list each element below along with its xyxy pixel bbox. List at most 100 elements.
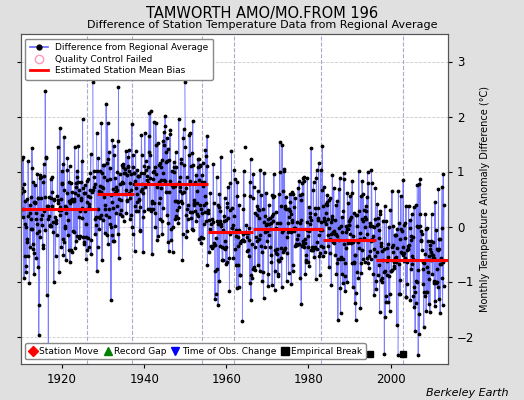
Point	[432, 227, 441, 233]
Point	[211, 296, 219, 302]
Point	[421, 293, 429, 299]
Point	[154, 140, 162, 146]
Point	[393, 226, 401, 232]
Point	[177, 156, 185, 162]
Point	[40, 172, 48, 179]
Point	[200, 179, 209, 185]
Point	[308, 244, 316, 251]
Point	[90, 184, 99, 191]
Point	[182, 174, 191, 180]
Point	[283, 228, 292, 235]
Point	[188, 150, 196, 156]
Point	[280, 203, 289, 209]
Point	[429, 255, 438, 261]
Point	[24, 252, 32, 259]
Point	[427, 238, 435, 244]
Point	[398, 250, 406, 256]
Point	[348, 238, 357, 245]
Point	[18, 205, 27, 212]
Point	[234, 284, 243, 290]
Point	[294, 232, 303, 239]
Point	[82, 220, 91, 227]
Point	[191, 208, 200, 214]
Point	[380, 350, 389, 357]
Point	[56, 204, 64, 210]
Point	[76, 208, 84, 215]
Point	[126, 216, 134, 223]
Point	[193, 210, 201, 217]
Point	[316, 250, 324, 256]
Point	[47, 195, 55, 201]
Point	[206, 220, 215, 227]
Point	[179, 230, 187, 237]
Point	[84, 235, 93, 241]
Point	[396, 236, 404, 242]
Point	[94, 206, 102, 212]
Point	[98, 257, 106, 264]
Point	[104, 240, 113, 247]
Point	[95, 214, 104, 220]
Point	[387, 268, 395, 274]
Point	[250, 263, 258, 270]
Point	[286, 198, 294, 205]
Point	[77, 178, 85, 185]
Point	[264, 270, 272, 277]
Point	[314, 215, 322, 222]
Point	[255, 206, 263, 213]
Point	[349, 233, 357, 239]
Point	[80, 239, 89, 246]
Point	[255, 236, 264, 243]
Point	[126, 194, 135, 201]
Point	[353, 212, 361, 218]
Point	[201, 209, 209, 215]
Point	[290, 225, 299, 232]
Point	[369, 271, 378, 277]
Point	[347, 190, 356, 196]
Point	[399, 258, 408, 265]
Point	[258, 206, 267, 212]
Point	[401, 235, 409, 242]
Point	[157, 164, 166, 170]
Point	[103, 232, 111, 238]
Point	[320, 214, 328, 221]
Point	[435, 246, 443, 252]
Point	[56, 124, 64, 131]
Point	[415, 310, 423, 317]
Point	[51, 214, 59, 220]
Point	[209, 160, 217, 167]
Point	[232, 227, 241, 233]
Point	[284, 220, 292, 226]
Point	[374, 221, 382, 227]
Point	[247, 241, 256, 248]
Point	[172, 164, 180, 170]
Point	[403, 281, 411, 288]
Point	[319, 244, 327, 250]
Point	[40, 208, 48, 214]
Point	[32, 216, 40, 222]
Point	[205, 226, 214, 232]
Point	[387, 268, 396, 274]
Y-axis label: Monthly Temperature Anomaly Difference (°C): Monthly Temperature Anomaly Difference (…	[480, 86, 490, 312]
Point	[132, 148, 140, 155]
Point	[267, 252, 275, 258]
Point	[217, 221, 226, 227]
Point	[242, 222, 250, 229]
Point	[401, 255, 409, 261]
Point	[60, 134, 68, 140]
Point	[273, 246, 281, 253]
Point	[47, 223, 56, 230]
Point	[54, 269, 63, 276]
Point	[143, 177, 151, 184]
Point	[439, 259, 447, 266]
Point	[186, 209, 194, 215]
Point	[116, 211, 124, 217]
Point	[350, 260, 358, 266]
Point	[393, 245, 401, 251]
Point	[369, 236, 377, 243]
Point	[336, 285, 344, 291]
Point	[73, 174, 82, 180]
Point	[104, 156, 112, 163]
Point	[384, 299, 392, 305]
Point	[63, 167, 71, 173]
Point	[427, 249, 435, 255]
